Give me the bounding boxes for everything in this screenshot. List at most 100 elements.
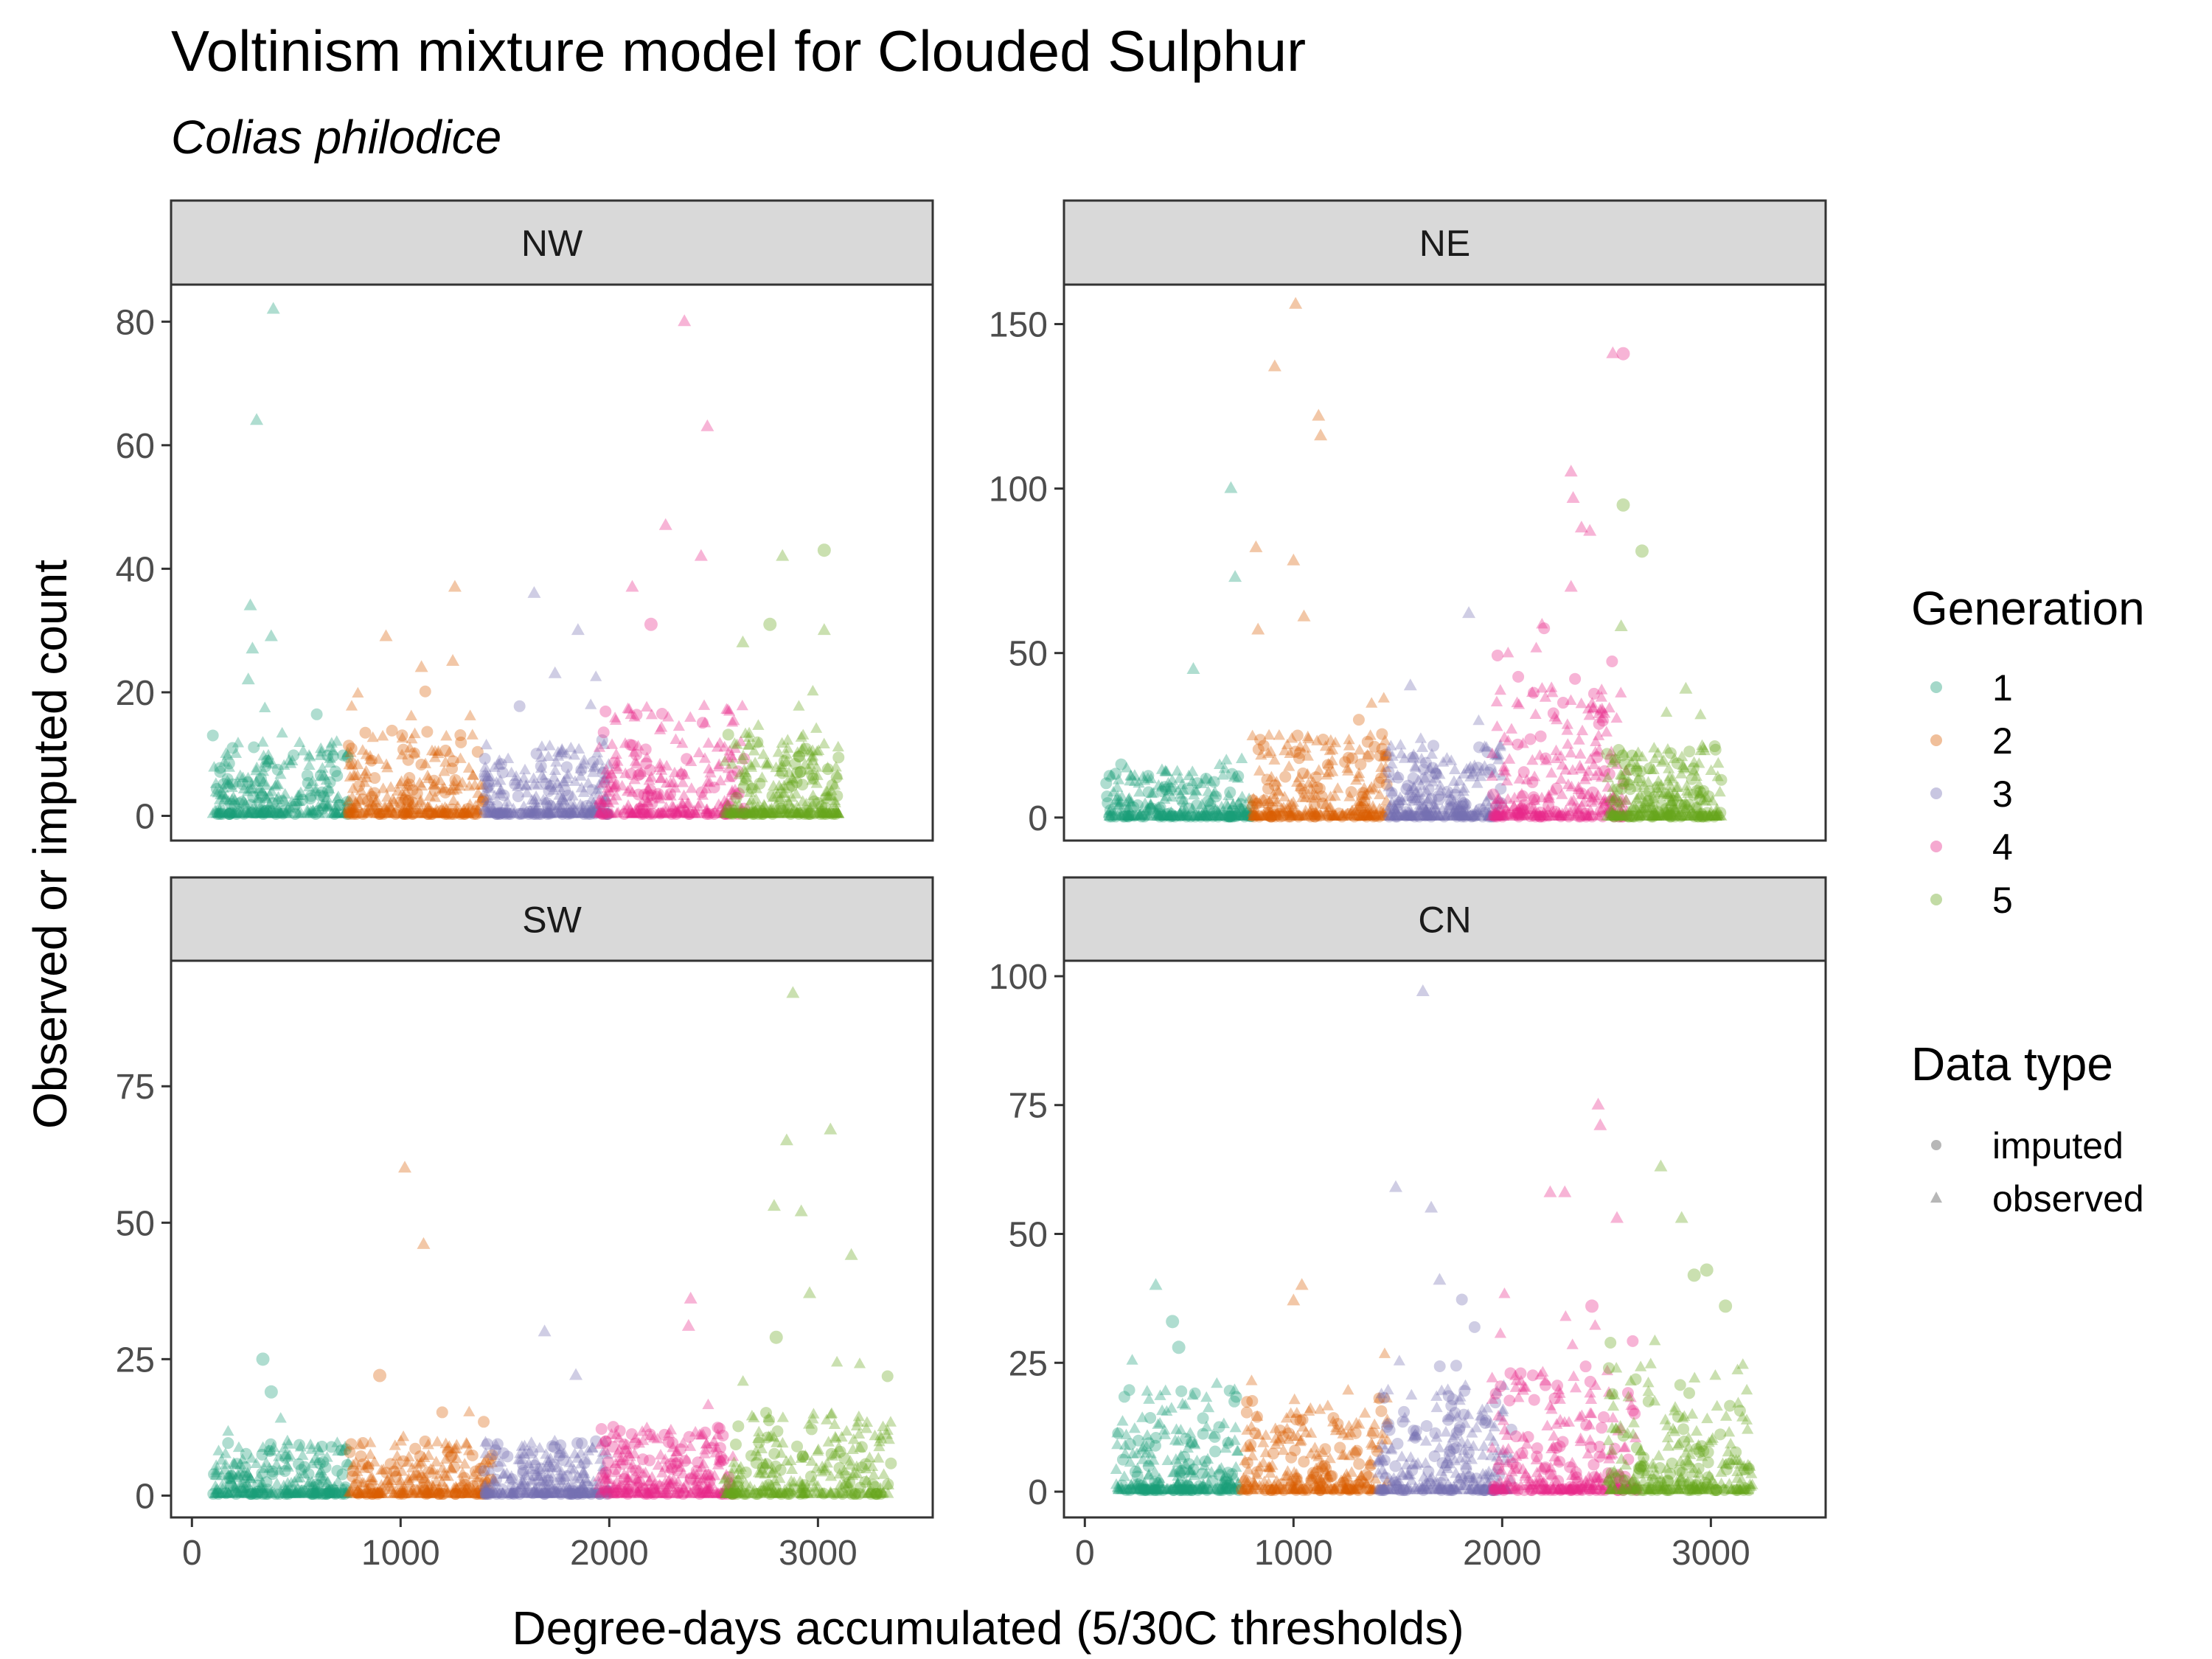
data-point — [291, 795, 304, 807]
data-point — [595, 807, 608, 818]
data-point — [402, 805, 414, 818]
data-point — [459, 807, 471, 820]
data-point — [694, 549, 708, 561]
data-point — [827, 807, 840, 818]
y-tick-label: 0 — [135, 1477, 155, 1516]
data-point — [700, 803, 714, 814]
data-point — [256, 807, 268, 818]
data-point — [738, 753, 751, 765]
data-point — [746, 807, 759, 818]
data-point — [636, 807, 648, 820]
data-point — [805, 1423, 818, 1436]
data-point — [509, 770, 523, 781]
data-point — [558, 796, 571, 807]
data-point — [652, 807, 664, 818]
data-point — [439, 807, 451, 818]
data-point — [1208, 806, 1221, 818]
data-point — [1129, 1466, 1141, 1478]
data-point — [543, 740, 556, 751]
data-point — [423, 806, 436, 818]
data-point — [658, 518, 672, 530]
data-point — [395, 775, 408, 786]
data-point — [608, 780, 621, 792]
data-point — [405, 799, 417, 810]
data-point — [1349, 1447, 1362, 1459]
data-point — [832, 807, 844, 818]
data-point — [319, 807, 331, 818]
data-point — [672, 805, 684, 817]
data-point — [757, 807, 771, 818]
facet-strip-label: NW — [521, 223, 583, 264]
data-point — [289, 807, 302, 820]
data-point — [794, 766, 807, 779]
data-point — [830, 804, 843, 815]
data-point — [700, 782, 712, 794]
data-point — [733, 799, 745, 810]
data-point — [816, 807, 830, 818]
data-point — [458, 1472, 470, 1484]
data-point — [440, 729, 453, 741]
data-point — [1455, 1293, 1468, 1306]
data-point — [738, 807, 751, 820]
data-point — [582, 807, 594, 820]
data-point — [345, 700, 358, 711]
data-point — [773, 793, 786, 804]
data-point — [820, 792, 832, 804]
data-point — [389, 807, 402, 820]
data-point — [1633, 810, 1646, 823]
data-point — [262, 807, 275, 818]
data-point — [305, 790, 317, 802]
data-point — [810, 745, 824, 757]
data-point — [767, 791, 779, 802]
data-point — [661, 790, 673, 801]
data-point — [400, 807, 413, 820]
data-point — [585, 698, 597, 709]
data-point — [630, 803, 643, 814]
data-point — [611, 760, 623, 771]
data-point — [316, 802, 329, 815]
data-point — [790, 807, 804, 818]
data-point — [537, 804, 549, 816]
data-point — [265, 807, 278, 818]
data-point — [481, 805, 494, 816]
data-point — [494, 807, 507, 820]
data-point — [815, 802, 828, 814]
data-point — [459, 807, 472, 818]
data-point — [791, 1440, 804, 1453]
data-point — [597, 726, 610, 739]
data-point — [664, 776, 677, 787]
data-point — [725, 807, 737, 818]
data-point — [1460, 1462, 1472, 1475]
data-point — [832, 740, 844, 752]
data-point — [279, 807, 292, 818]
data-point — [542, 750, 554, 762]
data-point — [628, 773, 641, 785]
data-point — [428, 745, 442, 757]
data-point — [257, 736, 269, 747]
data-point — [323, 782, 335, 794]
data-point — [214, 804, 226, 816]
data-point — [806, 774, 818, 785]
data-point — [213, 803, 226, 815]
data-point — [218, 793, 231, 804]
data-point — [720, 807, 732, 818]
data-point — [577, 758, 590, 769]
data-point — [722, 762, 735, 773]
data-point — [210, 807, 223, 818]
data-point — [310, 708, 323, 720]
data-point — [556, 807, 568, 818]
data-point — [358, 768, 372, 779]
data-point — [344, 771, 356, 782]
data-point — [527, 772, 540, 783]
data-point — [415, 779, 428, 791]
data-point — [791, 800, 804, 811]
data-point — [676, 737, 689, 748]
data-point — [1174, 807, 1186, 819]
data-point — [1218, 762, 1231, 773]
data-point — [594, 798, 607, 810]
data-point — [303, 759, 316, 770]
data-point — [302, 807, 316, 818]
data-point — [490, 776, 503, 787]
data-point — [530, 802, 543, 813]
data-point — [787, 773, 799, 784]
